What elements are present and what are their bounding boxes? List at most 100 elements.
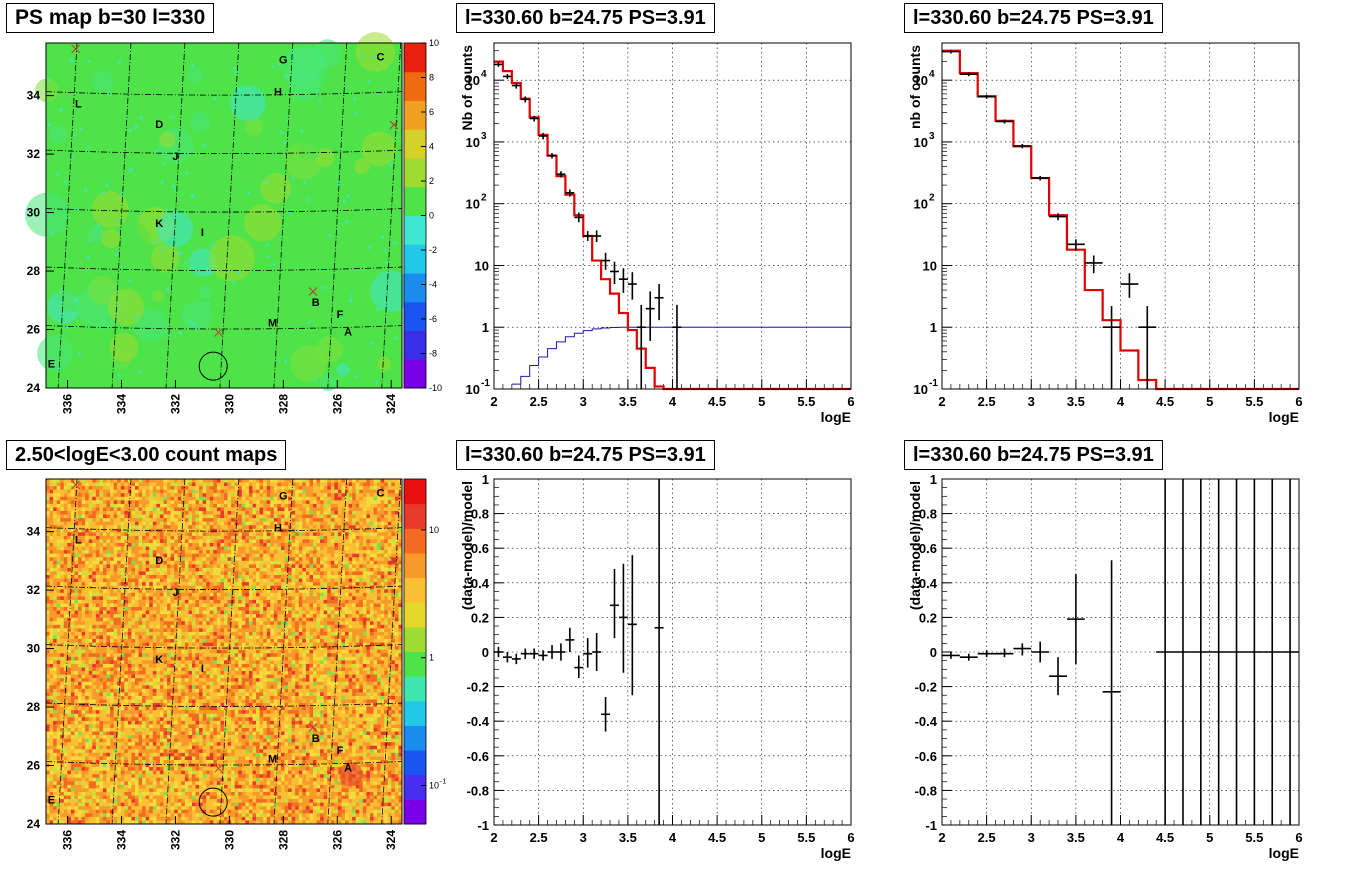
count-pixel [224,599,228,604]
map-blob [233,63,251,81]
count-pixel [216,578,221,583]
count-pixel [138,486,143,490]
count-pixel [167,624,171,629]
count-pixel [384,528,388,533]
count-pixel [309,535,314,540]
count-pixel [394,603,399,608]
count-pixel [313,493,317,497]
count-pixel [131,610,136,615]
count-pixel [252,589,257,594]
count-pixel [384,546,388,551]
count-pixel [245,624,250,629]
count-pixel [181,607,186,611]
count-pixel [252,567,257,572]
count-pixel [174,607,178,611]
graticule-meridian [57,42,78,389]
count-pixel [355,578,360,583]
count-pixel [174,550,178,554]
count-pixel [138,560,143,565]
map-speck [272,262,276,266]
count-pixel [355,567,360,572]
count-pixel [352,575,356,579]
count-pixel [156,550,161,554]
map-blob [159,131,176,148]
count-pixel [92,503,97,508]
count-pixel [159,535,164,540]
count-pixel [366,617,371,622]
count-pixel [387,575,392,579]
residual-rebin-title: l=330.60 b=24.75 PS=3.91 [904,440,1163,470]
map-speck [59,108,63,112]
count-pixel [60,525,64,529]
count-pixel [199,525,203,529]
count-pixel [63,550,68,554]
count-pixel [373,557,378,562]
count-pixel [191,560,196,565]
count-pixel [277,575,282,579]
count-pixel [167,543,171,547]
count-pixel [273,578,278,583]
count-pixel [63,585,68,590]
count-pixel [113,546,118,551]
count-pixel [174,553,178,558]
count-pixel [113,528,118,533]
map-blob [80,204,125,249]
count-pixel [320,511,324,515]
count-pixel [316,571,321,576]
count-pixel [238,578,242,583]
count-pixel [248,567,253,572]
count-pixel [131,543,136,547]
count-pixel [191,589,196,594]
count-pixel [159,521,164,526]
count-pixel [231,631,235,636]
count-pixel [320,525,324,529]
count-pixel [352,578,356,583]
count-pixel [259,539,264,544]
count-pixel [67,607,72,611]
count-pixel [74,493,79,497]
count-pixel [163,489,168,494]
graticule-parallel [45,149,403,154]
count-pixel [245,546,250,551]
count-pixel [327,489,331,494]
count-pixel [63,603,68,608]
count-pixel [284,599,289,604]
count-pixel [252,546,257,551]
count-pixel [206,599,210,604]
count-pixel [181,500,186,505]
count-pixel [359,617,364,622]
count-pixel [227,617,232,622]
count-pixel [74,560,79,565]
count-pixel [352,553,356,558]
count-pixel [323,550,328,554]
count-pixel [74,553,79,558]
count-pixel [149,557,153,562]
count-pixel [398,496,403,501]
count-pixel [131,535,136,540]
count-pixel [60,528,64,533]
count-pixel [188,496,193,501]
count-pixel [85,489,89,494]
count-pixel [291,525,296,529]
count-pixel [369,578,374,583]
count-pixel [191,493,196,497]
count-pixel [248,518,253,522]
count-pixel [320,553,324,558]
count-pixel [305,479,310,483]
count-pixel [60,557,64,562]
count-pixel [49,621,54,626]
count-pixel [149,539,153,544]
count-pixel [88,528,93,533]
source-label: C [376,52,384,64]
count-pixel [273,599,278,604]
count-pixel [60,564,64,569]
count-pixel [391,628,396,633]
count-pixel [184,518,189,522]
count-pixel [256,532,260,537]
count-pixel [323,614,328,618]
count-pixel [398,585,403,590]
count-pixel [298,479,303,483]
count-pixel [188,493,193,497]
count-pixel [245,525,250,529]
count-pixel [170,578,175,583]
